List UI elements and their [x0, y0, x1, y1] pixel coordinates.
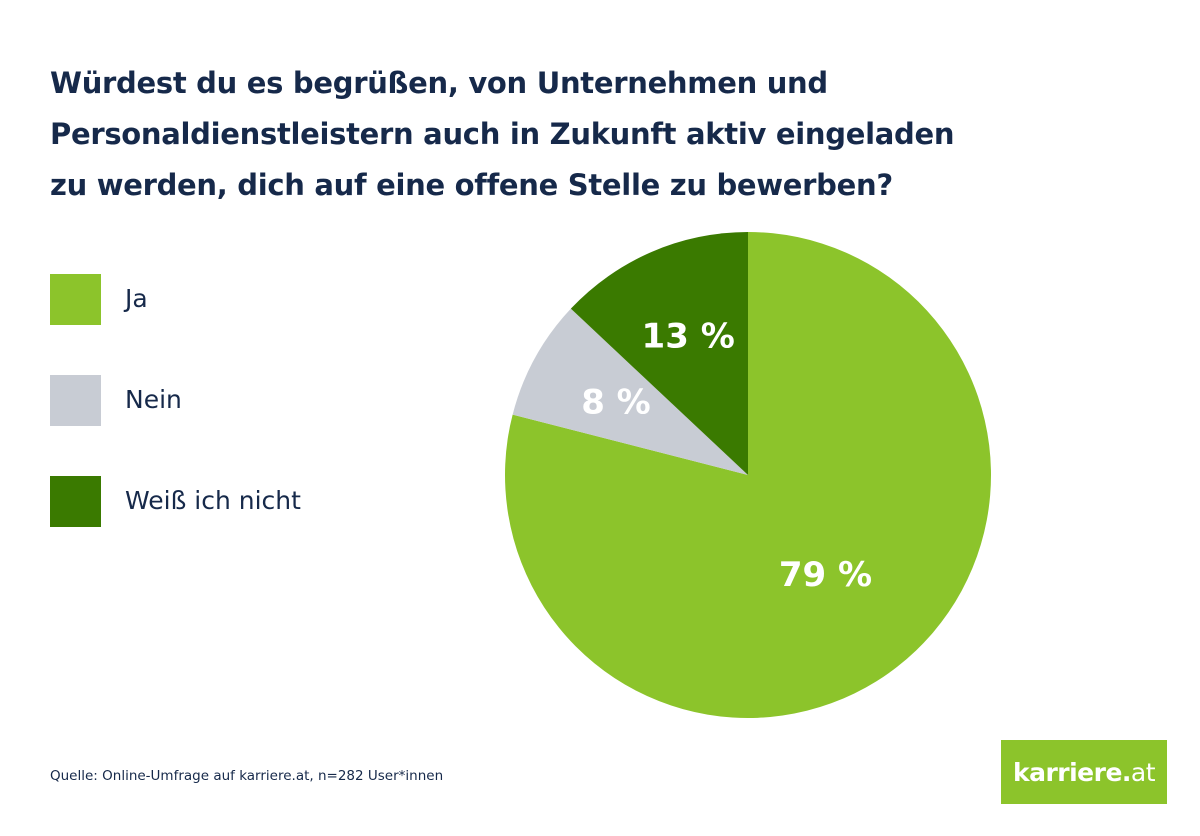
slice-label-nein: 8 % [581, 382, 651, 422]
legend-label-weiss-ich-nicht: Weiß ich nicht [125, 486, 301, 515]
pie-slice-nein [512, 308, 748, 475]
source-note: Quelle: Online-Umfrage auf karriere.at, … [50, 768, 444, 784]
legend-item-ja: Ja [50, 274, 370, 325]
logo-text: karriere.at [1012, 757, 1156, 787]
slice-label-weiss-ich-nicht: 13 % [642, 317, 735, 357]
chart-title-line: Personaldienstleistern auch in Zukunft a… [50, 117, 955, 151]
chart-title-line: zu werden, dich auf eine offene Stelle z… [50, 168, 893, 202]
legend-swatch-weiss-ich-nicht [50, 476, 101, 527]
pie-slice-weiss-ich-nicht [570, 232, 748, 475]
chart-title-line: Würdest du es begrüßen, von Unternehmen … [50, 66, 828, 100]
slice-label-ja: 79 % [779, 555, 872, 595]
legend-item-weiss-ich-nicht: Weiß ich nicht [50, 476, 370, 527]
karriere-logo: karriere.at [1001, 740, 1167, 804]
legend-swatch-nein [50, 375, 101, 426]
legend-item-nein: Nein [50, 375, 370, 426]
legend-label-nein: Nein [125, 385, 182, 414]
legend-label-ja: Ja [125, 284, 148, 313]
logo-text-bold: karriere. [1012, 757, 1131, 787]
logo-text-thin: at [1130, 757, 1156, 787]
chart-title: Würdest du es begrüßen, von Unternehmen … [50, 58, 1130, 211]
legend-swatch-ja [50, 274, 101, 325]
